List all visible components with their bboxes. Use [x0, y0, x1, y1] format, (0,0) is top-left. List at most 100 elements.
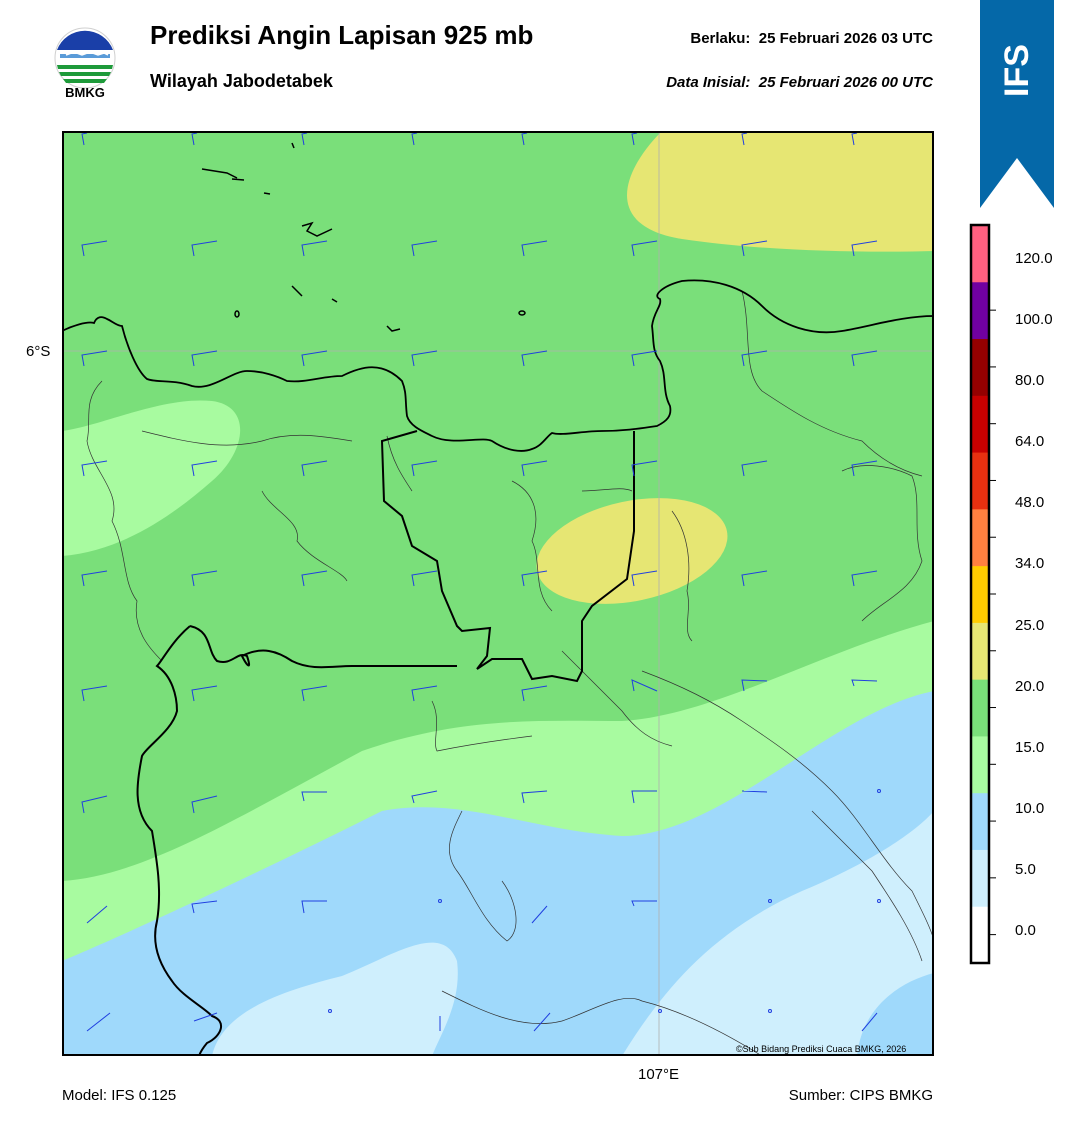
wind-barb — [411, 132, 418, 146]
wind-barb — [521, 460, 548, 477]
wind-barb — [631, 900, 657, 907]
wind-barb — [411, 570, 438, 587]
wind-calm — [768, 899, 772, 903]
colorbar-segment — [971, 395, 989, 453]
colorbar-segment — [971, 338, 989, 396]
colorbar-segment — [971, 906, 989, 964]
colorbar — [969, 223, 996, 965]
source-info: Sumber: CIPS BMKG — [788, 1087, 933, 1104]
wind-barb — [411, 685, 438, 702]
wind-barb — [861, 1012, 878, 1032]
wind-barb — [193, 1012, 218, 1022]
colorbar-segment — [971, 452, 989, 510]
wind-barb — [521, 350, 548, 367]
wind-map — [62, 131, 934, 1056]
wind-barb — [301, 350, 328, 367]
colorbar-tick: 64.0 — [1015, 433, 1045, 450]
shade-0-5-sw — [212, 942, 458, 1056]
wind-barb — [191, 350, 218, 367]
wind-barb — [741, 679, 768, 692]
ifs-ribbon-icon — [980, 0, 1054, 208]
colorbar-tick: 25.0 — [1015, 617, 1045, 634]
wind-calm — [877, 789, 881, 793]
wind-barb — [191, 795, 218, 814]
wind-barb — [191, 132, 198, 146]
lon-label: 107°E — [638, 1066, 680, 1083]
wind-barb — [411, 240, 438, 257]
colorbar-segment — [971, 225, 989, 283]
wind-barb — [741, 570, 768, 587]
shade-20-25-ne — [627, 131, 934, 252]
wind-barb — [851, 350, 878, 367]
wind-barb — [301, 460, 328, 477]
wind-barb — [533, 1012, 551, 1032]
wind-calm — [438, 899, 442, 903]
shade-0-5-se — [622, 811, 934, 1056]
colorbar-tick: 10.0 — [1015, 800, 1045, 817]
shade-10-15-west — [62, 400, 241, 556]
wind-barb — [631, 460, 658, 477]
logo-text: BMKG — [65, 85, 105, 100]
wind-barb — [301, 570, 328, 587]
valid-time: Berlaku: 25 Februari 2026 03 UTC — [690, 30, 933, 47]
wind-barb — [411, 350, 438, 367]
wind-barb — [411, 790, 438, 804]
wind-barb — [191, 240, 218, 257]
wind-barb — [301, 132, 308, 146]
wind-calm — [877, 899, 881, 903]
colorbar-tick: 80.0 — [1015, 372, 1045, 389]
lat-label: 6°S — [26, 343, 51, 360]
colorbar-segment — [971, 679, 989, 737]
copyright-text: ©Sub Bidang Prediksi Cuaca BMKG, 2026 — [736, 1044, 907, 1054]
wind-calm — [658, 1009, 662, 1013]
wind-barb — [631, 240, 658, 257]
colorbar-segment — [971, 281, 989, 340]
wind-barb — [741, 790, 768, 793]
model-info: Model: IFS 0.125 — [62, 1087, 177, 1104]
wind-barb — [521, 570, 548, 587]
valid-label: Berlaku: — [690, 30, 751, 47]
wind-barb — [521, 240, 548, 257]
model-tag: IFS — [997, 43, 1036, 97]
wind-barb — [191, 460, 218, 477]
wind-calm — [328, 1009, 332, 1013]
wind-barb — [741, 350, 768, 367]
colorbar-tick: 15.0 — [1015, 739, 1045, 756]
wind-barb — [521, 790, 548, 804]
wind-barb — [81, 570, 108, 587]
wind-barb — [81, 460, 108, 477]
wind-barb — [521, 132, 528, 146]
wind-barb — [851, 570, 878, 587]
wind-barb — [521, 685, 548, 702]
wind-barb — [411, 460, 438, 477]
colorbar-segment — [971, 849, 989, 907]
wind-barb — [851, 240, 878, 257]
colorbar-segment — [971, 735, 989, 794]
wind-barb — [851, 132, 858, 146]
colorbar-tick: 0.0 — [1015, 922, 1036, 939]
map-frame — [62, 131, 934, 1056]
colorbar-tick: 5.0 — [1015, 861, 1036, 878]
wind-barb — [301, 240, 328, 257]
wind-barb — [81, 795, 108, 814]
init-label: Data Inisial: — [666, 74, 751, 91]
colorbar-segment — [971, 622, 989, 680]
wind-barb — [81, 350, 108, 367]
bmkg-logo-icon — [54, 27, 116, 89]
colorbar-segment — [971, 565, 989, 623]
colorbar-tick: 20.0 — [1015, 678, 1045, 695]
valid-value: 25 Februari 2026 03 UTC — [758, 30, 933, 47]
shade-0-5-se-inner — [857, 973, 934, 1056]
colorbar-segment — [971, 792, 989, 850]
wind-barb — [191, 570, 218, 587]
wind-barb — [86, 1012, 111, 1032]
wind-barb — [631, 679, 658, 692]
wind-barb — [191, 685, 218, 702]
wind-barb — [631, 132, 638, 146]
wind-barb — [851, 460, 878, 477]
wind-barb — [301, 791, 327, 802]
wind-barb — [81, 132, 88, 146]
wind-barb — [631, 570, 658, 587]
wind-barb — [741, 132, 748, 146]
wind-barbs — [81, 132, 881, 1032]
